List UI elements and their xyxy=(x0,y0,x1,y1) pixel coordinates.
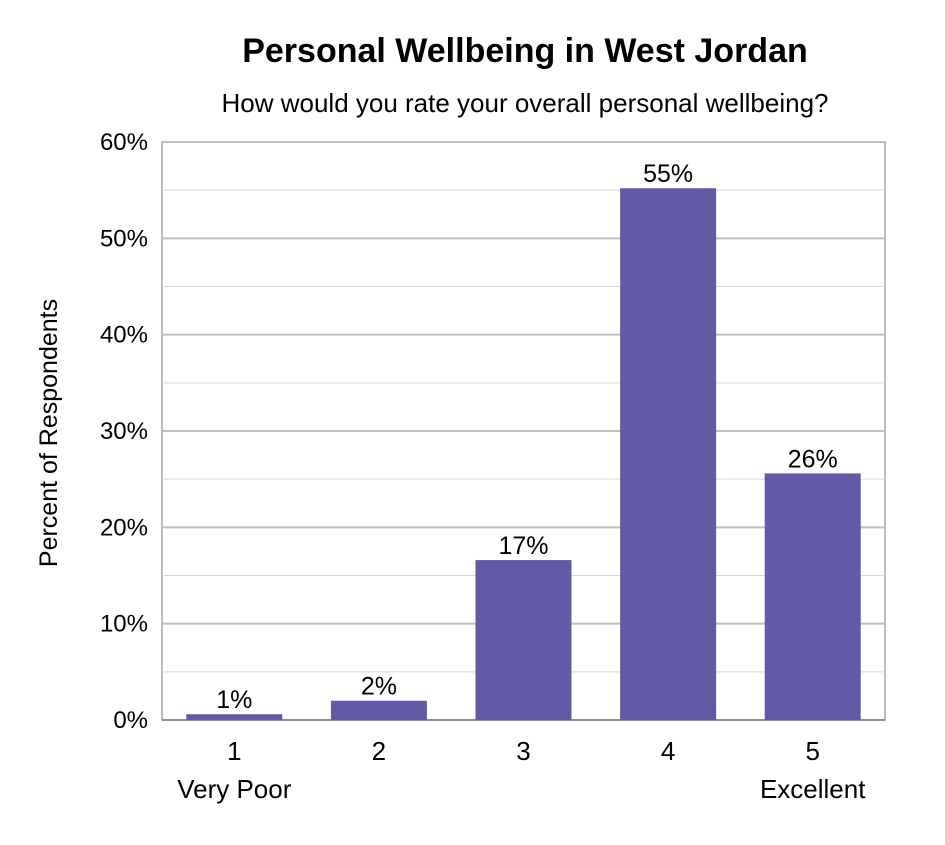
data-label: 1% xyxy=(216,686,252,714)
y-tick-label: 30% xyxy=(100,418,148,445)
x-tick-sublabel: Very Poor xyxy=(177,774,292,804)
x-tick-label: 1 xyxy=(227,736,241,766)
y-tick-label: 50% xyxy=(100,225,148,252)
y-tick-label: 0% xyxy=(113,707,148,734)
bar-4 xyxy=(620,188,717,721)
data-label: 55% xyxy=(643,160,693,188)
x-tick-label: 3 xyxy=(516,736,530,766)
y-axis-label: Percent of Respondents xyxy=(35,299,63,567)
data-label: 2% xyxy=(361,673,397,701)
grid-layer xyxy=(161,141,886,721)
x-ticks: 1 Very Poor 2 3 4 5 Excellent xyxy=(177,736,866,804)
bars-layer xyxy=(186,188,861,721)
x-tick-sublabel: Excellent xyxy=(760,774,866,804)
bar-3 xyxy=(475,560,572,720)
labels-layer: 1% 2% 17% 55% 26% xyxy=(216,160,837,714)
y-tick-label: 40% xyxy=(100,322,148,349)
x-tick-label: 2 xyxy=(372,736,386,766)
y-tick-label: 60% xyxy=(100,129,148,156)
x-tick-label: 4 xyxy=(661,736,675,766)
bar-5 xyxy=(764,473,861,720)
data-label: 26% xyxy=(788,445,838,473)
bar-1 xyxy=(186,714,283,720)
data-label: 17% xyxy=(498,532,548,560)
y-tick-label: 20% xyxy=(100,514,148,541)
chart-title: Personal Wellbeing in West Jordan xyxy=(242,32,808,70)
y-ticks: 0% 10% 20% 30% 40% 50% 60% xyxy=(100,129,148,734)
chart-subtitle: How would you rate your overall personal… xyxy=(221,88,828,118)
bar-2 xyxy=(330,700,427,720)
y-tick-label: 10% xyxy=(100,611,148,638)
x-tick-label: 5 xyxy=(805,736,819,766)
